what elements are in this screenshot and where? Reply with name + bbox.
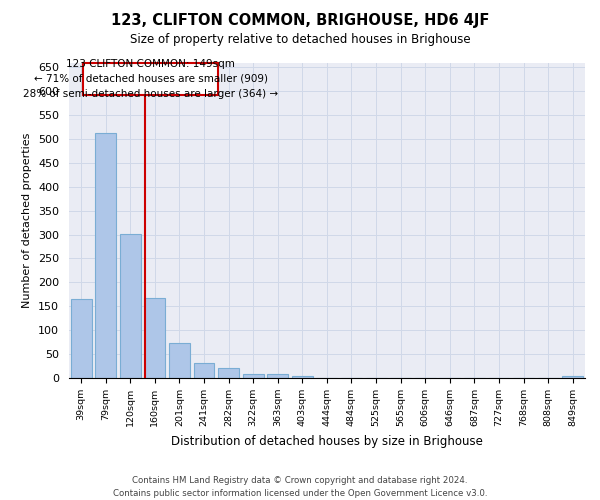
Bar	[194, 363, 214, 378]
Bar	[145, 298, 166, 378]
Bar	[243, 374, 263, 378]
Bar	[71, 299, 92, 378]
Bar	[120, 234, 141, 378]
Text: 123, CLIFTON COMMON, BRIGHOUSE, HD6 4JF: 123, CLIFTON COMMON, BRIGHOUSE, HD6 4JF	[111, 12, 489, 28]
Text: Size of property relative to detached houses in Brighouse: Size of property relative to detached ho…	[130, 32, 470, 46]
Text: 123 CLIFTON COMMON: 149sqm
← 71% of detached houses are smaller (909)
28% of sem: 123 CLIFTON COMMON: 149sqm ← 71% of deta…	[23, 59, 278, 99]
Bar	[169, 342, 190, 378]
Y-axis label: Number of detached properties: Number of detached properties	[22, 132, 32, 308]
Text: Contains HM Land Registry data © Crown copyright and database right 2024.
Contai: Contains HM Land Registry data © Crown c…	[113, 476, 487, 498]
Bar	[95, 133, 116, 378]
Bar	[218, 368, 239, 378]
X-axis label: Distribution of detached houses by size in Brighouse: Distribution of detached houses by size …	[171, 434, 483, 448]
Bar	[268, 374, 288, 378]
Bar	[292, 376, 313, 378]
Bar	[562, 376, 583, 378]
FancyBboxPatch shape	[83, 64, 218, 94]
